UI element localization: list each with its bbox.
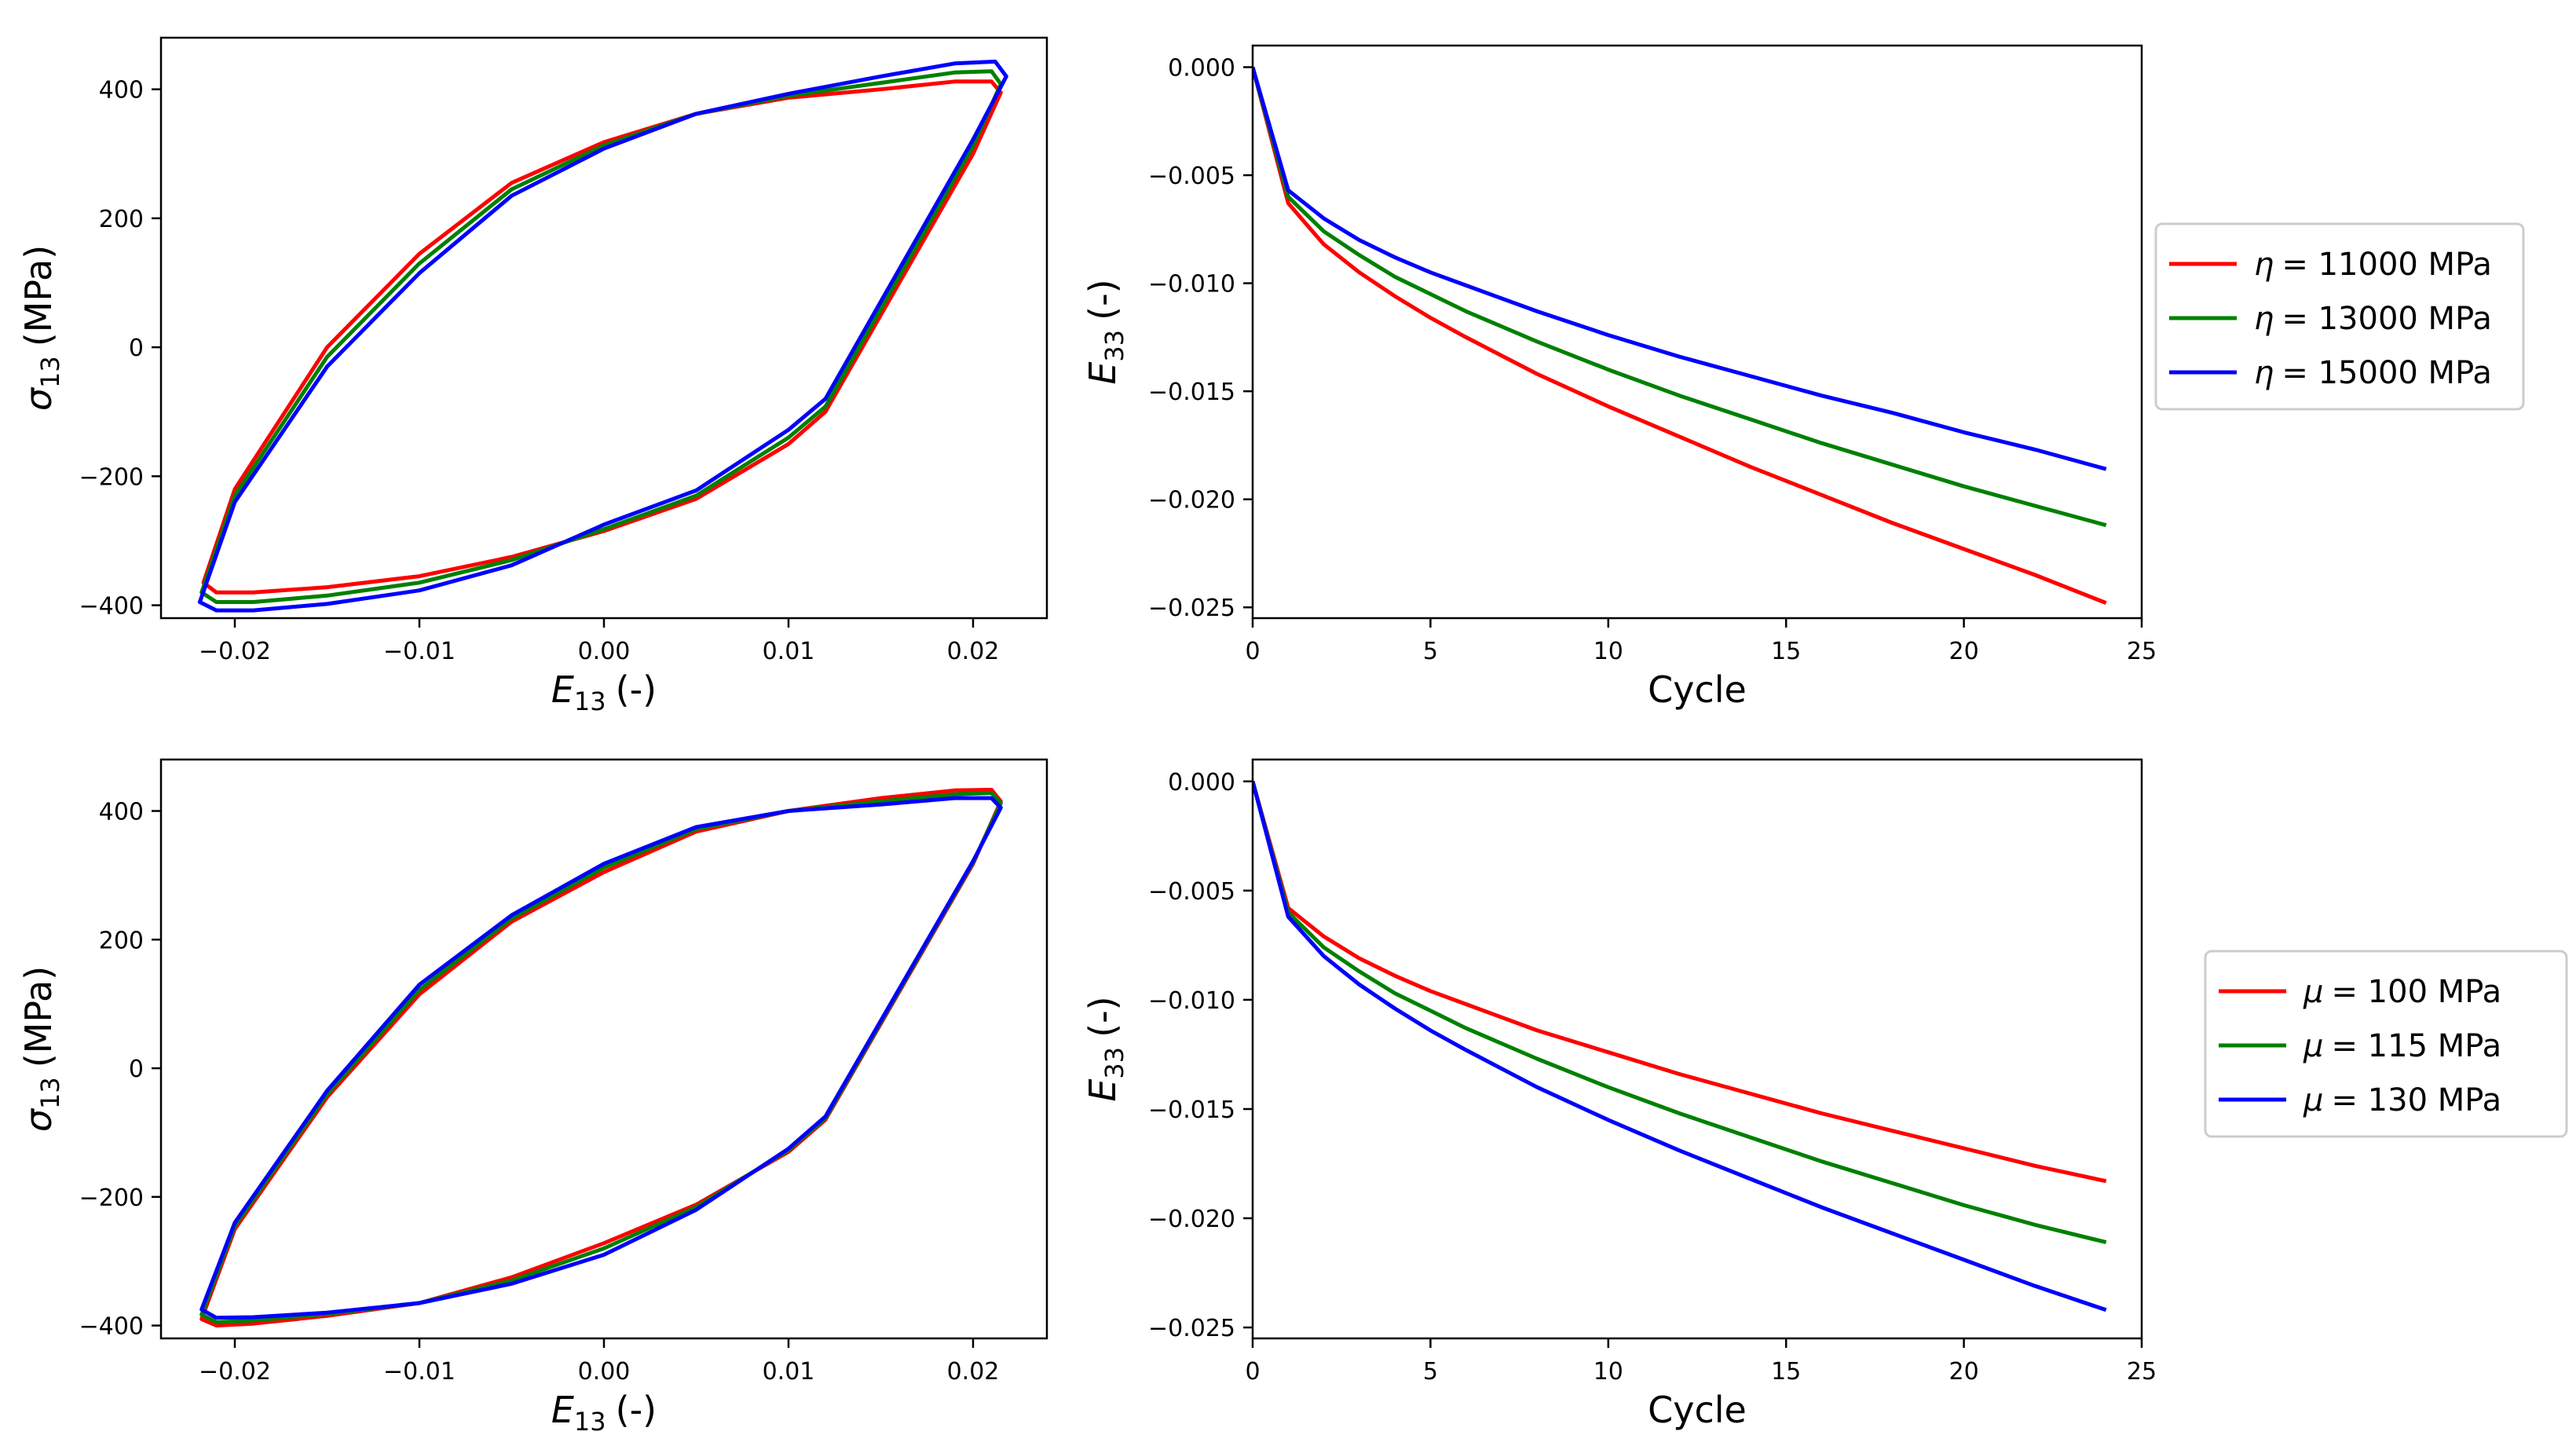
x-axis-label-top-right: Cycle	[1648, 668, 1747, 711]
series-group-bottom-left	[199, 788, 1003, 1328]
x-tick-label: 0.02	[947, 1358, 1000, 1386]
series-line-bottom-right-1	[1253, 781, 2107, 1184]
x-tick-label: 15	[1771, 1358, 1801, 1386]
legend-eta-label-2: η = 13000 MPa	[2254, 301, 2492, 337]
x-axis-label-bottom-right: Cycle	[1648, 1389, 1747, 1431]
x-tick-label: 20	[1949, 1358, 1979, 1386]
series-line-top-right-3	[1253, 66, 2107, 471]
x-tick-label: 25	[2127, 1358, 2157, 1386]
x-tick-label: 10	[1594, 638, 1623, 665]
series-line-top-left-1	[201, 79, 1003, 595]
y-tick-label: −0.020	[1148, 487, 1235, 514]
y-tick-label: −0.010	[1148, 987, 1235, 1015]
legend-eta-label-1: η = 11000 MPa	[2254, 247, 2492, 283]
series-line-top-left-2	[199, 69, 1003, 604]
x-tick-label: 0.02	[947, 638, 1000, 665]
series-line-bottom-right-3	[1253, 781, 2107, 1312]
y-axis-label-bottom-left: σ13(MPa)	[17, 966, 65, 1132]
y-tick-label: 200	[99, 927, 144, 954]
x-axis-label-top-left: E13 (-)	[551, 668, 657, 716]
legend-mu-label-2: μ = 115 MPa	[2303, 1028, 2501, 1064]
legend-mu: μ = 100 MPa μ = 115 MPa μ = 130 MPa	[2204, 950, 2568, 1138]
legend-eta-frame	[2154, 222, 2525, 411]
y-axis-label-bottom-right: E33(-)	[1081, 996, 1129, 1101]
y-tick-label: 0.000	[1168, 769, 1235, 796]
y-tick-label: 0.000	[1168, 55, 1235, 82]
y-tick-label: −0.015	[1148, 1096, 1235, 1124]
x-tick-label: −0.02	[199, 638, 271, 665]
x-tick-label: 20	[1949, 638, 1979, 665]
y-axis-label-top-left: σ13(MPa)	[17, 245, 65, 411]
x-tick-label: 0.01	[763, 1358, 815, 1386]
y-tick-label: −400	[79, 593, 144, 620]
x-tick-label: 5	[1423, 638, 1438, 665]
series-group-bottom-right	[1253, 781, 2107, 1312]
series-line-top-left-3	[197, 59, 1008, 613]
x-tick-label: 5	[1423, 1358, 1438, 1386]
series-line-bottom-left-3	[199, 796, 1003, 1320]
y-tick-label: −0.005	[1148, 878, 1235, 906]
x-tick-label: 0.00	[578, 1358, 631, 1386]
legend-mu-frame	[2204, 950, 2568, 1138]
y-tick-label: 0	[129, 1056, 144, 1083]
panel-bottom-right: 0 5 10 15 20 25 0.000 −0.005 −0.010 −0.015 −0.020 −…	[1081, 758, 2157, 1431]
plot-frame-bottom-right	[1251, 758, 2143, 1340]
panel-top-right: 0 5 10 15 20 25 0.000 −0.005 −0.010 −0.015 −0.020 −…	[1081, 44, 2157, 711]
legend-mu-label-3: μ = 130 MPa	[2303, 1082, 2501, 1118]
panel-top-left: −0.02 −0.01 0.00 0.01 0.02 −400 −200 0 200 400 E13…	[17, 36, 1048, 716]
x-tick-label: 25	[2127, 638, 2157, 665]
x-tick-label: −0.01	[383, 1358, 456, 1386]
y-tick-label: −200	[79, 463, 144, 491]
series-group-top-right	[1253, 66, 2107, 606]
x-tick-label: −0.01	[383, 638, 456, 665]
y-tick-label: −0.025	[1148, 595, 1235, 622]
legend-eta: η = 11000 MPa η = 13000 MPa η = 15000 MPa	[2154, 222, 2525, 411]
y-tick-label: 0	[129, 335, 144, 362]
y-tick-label: −0.005	[1148, 163, 1235, 190]
series-group-top-left	[197, 59, 1008, 613]
y-tick-label: 400	[99, 799, 144, 826]
y-tick-label: −0.020	[1148, 1206, 1235, 1233]
y-tick-label: −400	[79, 1313, 144, 1341]
y-tick-label: −0.010	[1148, 271, 1235, 298]
x-tick-label: −0.02	[199, 1358, 271, 1386]
x-tick-label: 0.01	[763, 638, 815, 665]
x-tick-label: 0	[1245, 1358, 1260, 1386]
y-tick-label: 400	[99, 77, 144, 104]
plot-frame-top-right	[1251, 44, 2143, 620]
legend-eta-label-3: η = 15000 MPa	[2254, 355, 2492, 391]
legend-mu-label-1: μ = 100 MPa	[2303, 974, 2501, 1010]
panel-bottom-left: −0.02 −0.01 0.00 0.01 0.02 −400 −200 0 200 400 E13…	[17, 758, 1048, 1437]
x-tick-label: 0.00	[578, 638, 631, 665]
series-line-top-right-1	[1253, 66, 2107, 606]
x-tick-label: 10	[1594, 1358, 1623, 1386]
y-tick-label: −200	[79, 1184, 144, 1212]
y-tick-label: 200	[99, 206, 144, 233]
y-tick-label: −0.015	[1148, 379, 1235, 406]
y-axis-label-top-right: E33(-)	[1081, 279, 1129, 384]
x-tick-label: 0	[1245, 638, 1260, 665]
x-axis-label-bottom-left: E13 (-)	[551, 1389, 657, 1437]
series-line-top-right-2	[1253, 66, 2107, 528]
series-line-bottom-right-2	[1253, 781, 2107, 1245]
x-tick-label: 15	[1771, 638, 1801, 665]
y-tick-label: −0.025	[1148, 1315, 1235, 1342]
